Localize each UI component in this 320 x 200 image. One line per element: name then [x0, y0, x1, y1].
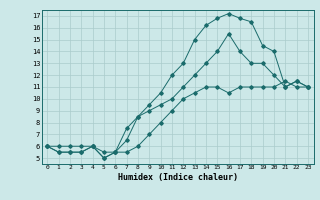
X-axis label: Humidex (Indice chaleur): Humidex (Indice chaleur) [118, 173, 237, 182]
